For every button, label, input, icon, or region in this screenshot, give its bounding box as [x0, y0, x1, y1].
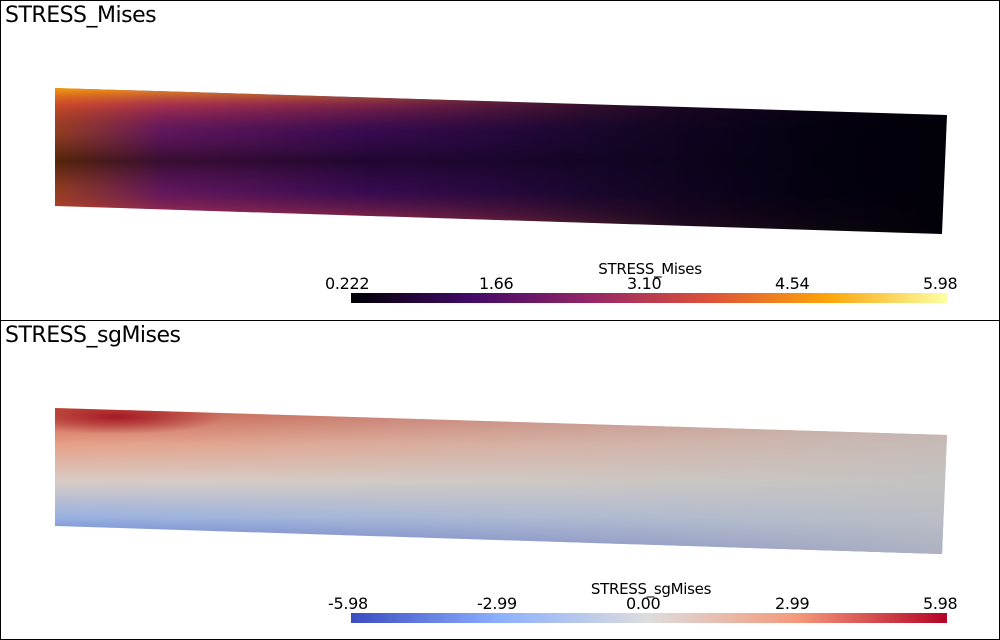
colorbar-tick-label: 0.222: [325, 274, 370, 293]
colorbar-tick-label: 5.98: [923, 594, 958, 613]
view-title: STRESS_sgMises: [5, 323, 181, 348]
sgmises-beam-contour: [55, 408, 947, 554]
render-view-mises[interactable]: STRESS_Mises: [0, 0, 1000, 321]
colorbar-title: STRESS_sgMises: [590, 580, 712, 598]
colorbar-gradient: [351, 613, 947, 623]
colorbar-tick-label: 2.99: [775, 594, 810, 613]
view-title: STRESS_Mises: [5, 3, 157, 28]
colorbar-tick-label: 1.66: [479, 274, 514, 293]
colorbar-tick-label: -2.99: [477, 594, 517, 613]
render-view-sgmises[interactable]: STRESS_sgMises: [0, 320, 1000, 640]
colorbar-tick-label: 5.98: [923, 274, 958, 293]
colorbar-title: STRESS_Mises: [598, 260, 702, 278]
mises-beam-contour: [55, 88, 947, 234]
colorbar-tick-label: 3.10: [627, 274, 662, 293]
colorbar-gradient: [351, 293, 947, 303]
colorbar-tick-label: -5.98: [328, 594, 368, 613]
colorbar-tick-label: 4.54: [775, 274, 810, 293]
colorbar-tick-label: 0.00: [626, 594, 661, 613]
